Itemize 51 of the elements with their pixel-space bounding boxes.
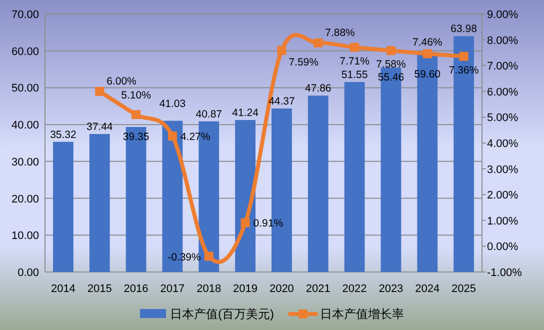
y2-tick-label: 0.00% bbox=[487, 241, 518, 254]
y2-tick-label: 8.00% bbox=[487, 34, 518, 47]
data-label: 7.36% bbox=[448, 64, 479, 76]
y-tick-label: 0.00 bbox=[18, 267, 39, 279]
x-tick-label: 2025 bbox=[452, 283, 476, 295]
y2-tick-label: 4.00% bbox=[487, 138, 518, 150]
data-label: 51.55 bbox=[341, 69, 368, 81]
y2-tick-label: -1.00% bbox=[487, 267, 522, 279]
x-tick-label: 2023 bbox=[378, 283, 404, 295]
x-tick-label: 2020 bbox=[269, 283, 294, 295]
y-tick-label: 60.00 bbox=[11, 46, 39, 58]
x-tick-label: 2016 bbox=[124, 283, 148, 295]
data-label: 47.86 bbox=[304, 82, 332, 95]
data-label: 41.24 bbox=[232, 107, 259, 119]
x-tick-label: 2019 bbox=[233, 283, 258, 295]
data-label: 7.46% bbox=[412, 36, 442, 49]
y2-tick-label: 5.00% bbox=[487, 112, 518, 124]
y2-tick-label: 1.00% bbox=[487, 215, 518, 228]
legend-label: 日本产值增长率 bbox=[320, 307, 404, 321]
data-label: 59.60 bbox=[414, 68, 441, 80]
legend-label: 日本产值(百万美元) bbox=[170, 307, 274, 321]
y-tick-label: 70.00 bbox=[11, 9, 39, 21]
y-tick-label: 30.00 bbox=[11, 156, 39, 168]
x-tick-label: 2024 bbox=[415, 283, 440, 295]
y-tick-label: 40.00 bbox=[11, 120, 39, 132]
y2-tick-label: 7.00% bbox=[487, 60, 518, 73]
x-tick-label: 2022 bbox=[342, 283, 367, 295]
data-label: 40.87 bbox=[196, 108, 222, 120]
data-label: -0.39% bbox=[168, 251, 201, 264]
data-label: 7.58% bbox=[376, 58, 406, 71]
data-label: 5.10% bbox=[121, 90, 151, 102]
data-label: 7.88% bbox=[325, 26, 355, 39]
data-label: 37.44 bbox=[86, 121, 113, 134]
y2-tick-label: 6.00% bbox=[487, 86, 518, 98]
y-tick-label: 10.00 bbox=[11, 230, 39, 242]
x-tick-label: 2015 bbox=[87, 283, 112, 295]
x-tick-label: 2014 bbox=[50, 283, 76, 295]
data-label: 35.32 bbox=[50, 128, 77, 141]
y-tick-label: 50.00 bbox=[11, 82, 39, 95]
x-tick-label: 2018 bbox=[196, 283, 222, 295]
y2-tick-label: 2.00% bbox=[487, 190, 518, 202]
data-label: 41.03 bbox=[159, 98, 186, 110]
y-tick-label: 20.00 bbox=[11, 193, 39, 206]
y2-tick-label: 3.00% bbox=[487, 164, 518, 176]
y2-tick-label: 9.00% bbox=[487, 9, 518, 21]
data-label: 7.59% bbox=[288, 56, 318, 68]
x-tick-label: 2021 bbox=[306, 283, 330, 295]
x-tick-label: 2017 bbox=[160, 283, 185, 295]
data-label: 63.98 bbox=[450, 23, 478, 36]
data-label: 6.00% bbox=[106, 75, 136, 88]
data-label: 7.71% bbox=[340, 55, 370, 68]
